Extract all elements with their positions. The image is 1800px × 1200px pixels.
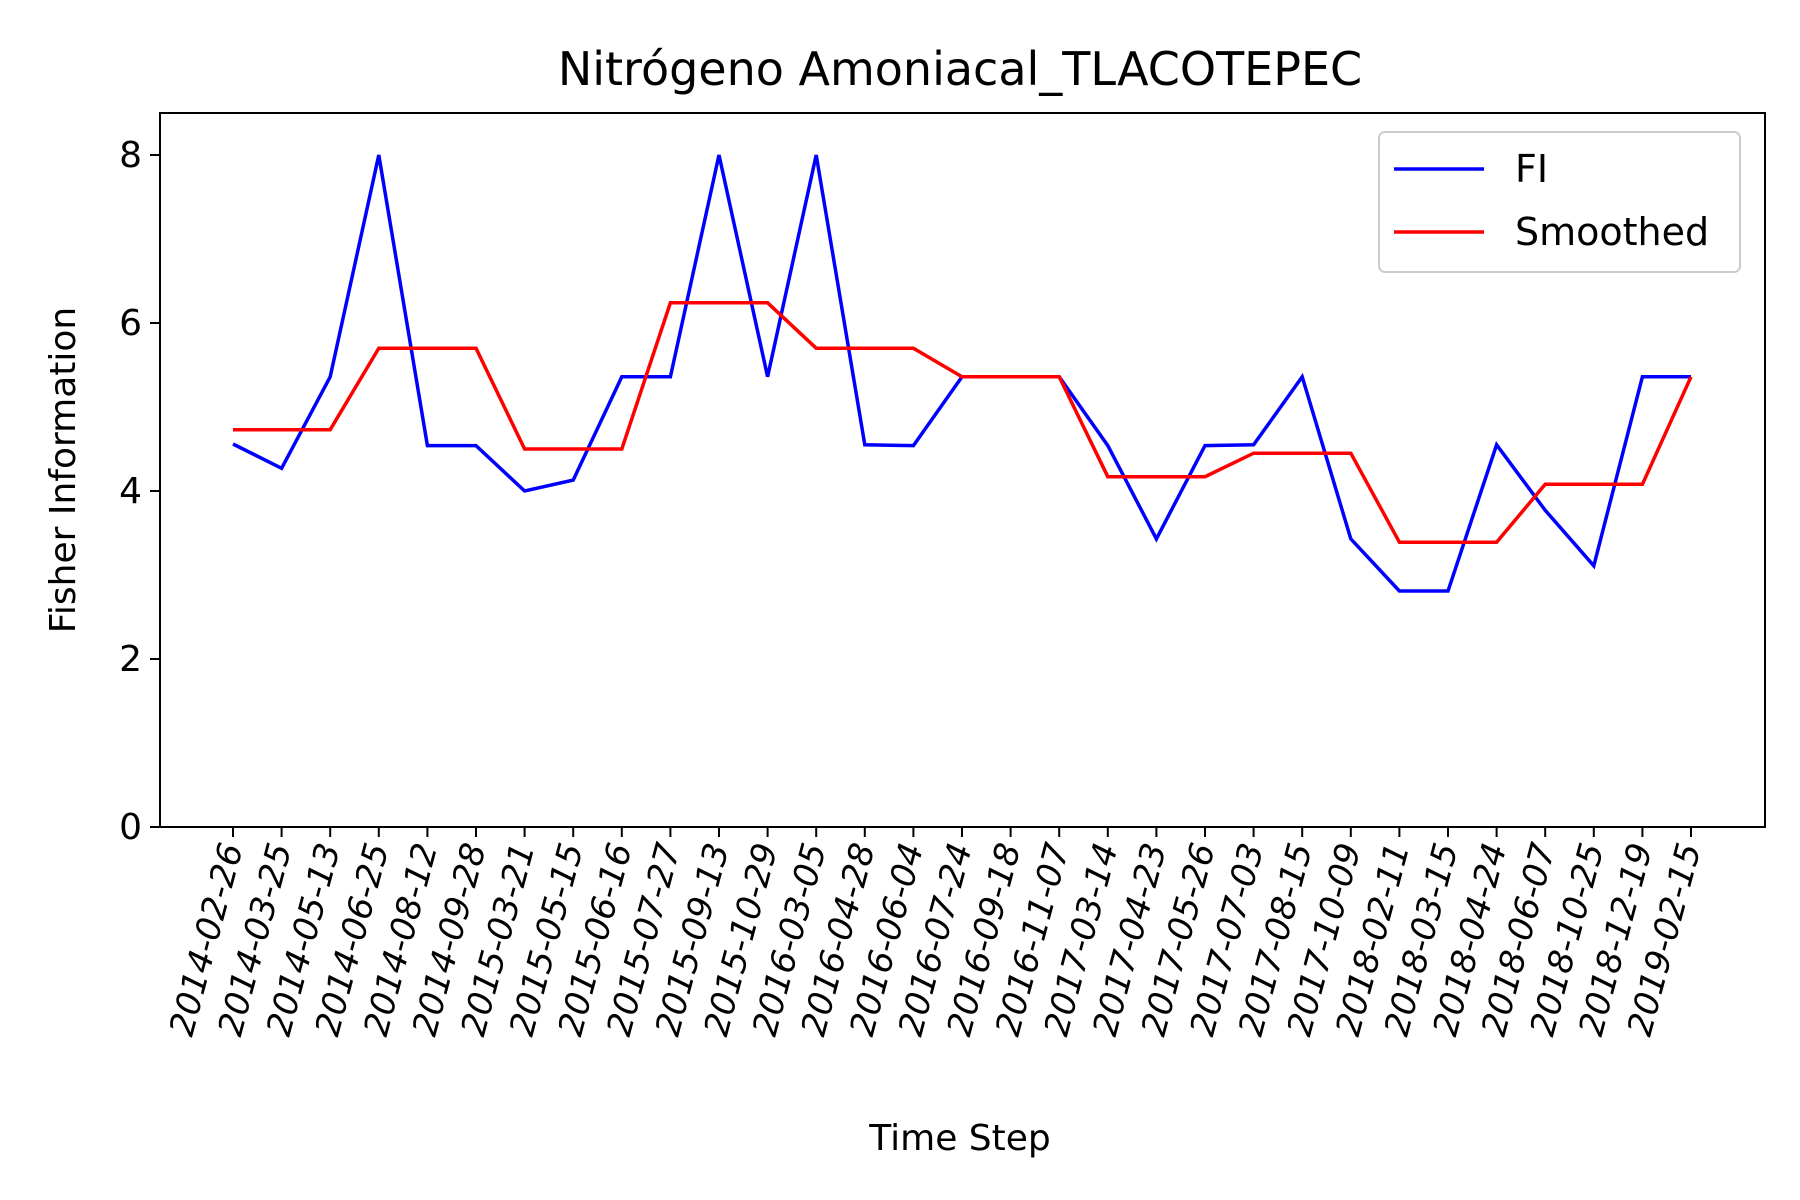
legend: FI Smoothed [1378, 131, 1741, 273]
legend-label-smoothed: Smoothed [1515, 210, 1709, 254]
y-tick-label: 4 [119, 471, 142, 512]
y-tick-label: 0 [119, 807, 142, 848]
y-axis-ticks: 0 2 4 6 8 [119, 135, 160, 848]
chart-title: Nitrógeno Amoniacal_TLACOTEPEC [558, 42, 1362, 96]
legend-box [1378, 131, 1741, 273]
y-tick-label: 2 [119, 639, 142, 680]
x-axis-label: Time Step [868, 1118, 1051, 1159]
plot-lines [232, 154, 1693, 593]
x-axis-ticks: 2014-02-262014-03-252014-05-132014-06-25… [162, 827, 1710, 1040]
y-axis-label: Fisher Information [43, 307, 84, 633]
y-tick-label: 6 [119, 303, 142, 344]
series-line-smoothed [233, 301, 1693, 544]
plot-frame [159, 112, 1766, 828]
legend-label-fi: FI [1515, 147, 1548, 191]
y-tick-label: 8 [119, 135, 142, 176]
